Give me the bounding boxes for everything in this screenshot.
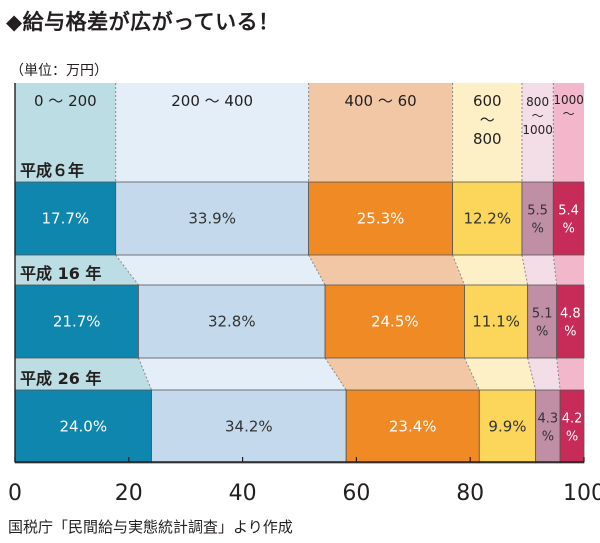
value-label: 17.7% [42, 210, 90, 228]
bars-layer: 平成６年 17.7% 33.9% 25.3% 12.2% 5.5 % 5.4 % 平成 16 年 2… [14, 161, 585, 464]
value-label: 4.3% [538, 412, 559, 445]
value-label: 24.5% [371, 313, 419, 331]
income-band-5 [553, 83, 584, 182]
connector-band [308, 255, 465, 285]
x-tick-label: 0 [8, 481, 22, 506]
bar-segment [324, 284, 465, 359]
income-band-label: 800 ～ 1000 [522, 95, 553, 137]
income-band-layer: 0 ～ 200 200 ～ 400 400 ～ 60 600 ～ 800 800 ～ 10001… [15, 83, 584, 182]
connector-divider [521, 254, 529, 286]
bar-segment [14, 284, 139, 359]
bar-segment [452, 181, 523, 256]
connector-band [15, 358, 152, 390]
x-axis: 0 20 40 60 80 100 [8, 83, 600, 506]
source-note: 国税庁「民間給与実態統計調査」より作成 [8, 518, 293, 536]
income-band-label: 200 ～ 400 [171, 92, 253, 110]
connector-layer [15, 254, 584, 391]
connector-band [115, 255, 326, 285]
income-band-label: 1000 ～ [553, 93, 584, 121]
row-label: 平成 26 年 [20, 369, 101, 388]
value-label: 9.9% [488, 418, 526, 436]
connector-divider [464, 357, 480, 391]
value-label: 32.8% [208, 313, 256, 331]
value-label: 33.9% [188, 210, 236, 228]
x-tick-label: 40 [229, 481, 257, 506]
connector-band [527, 358, 561, 390]
income-band-0 [15, 83, 116, 182]
connector-divider [452, 254, 465, 286]
unit-label: （単位：万円） [10, 63, 108, 79]
income-band-2 [308, 83, 453, 182]
connector-band [138, 358, 347, 390]
value-label: 5.4% [558, 204, 579, 237]
value-label: 11.1% [472, 313, 520, 331]
bar-segment [138, 284, 326, 359]
row-label: 平成 16 年 [20, 264, 101, 283]
value-label: 23.4% [389, 418, 437, 436]
connector-band [556, 358, 584, 390]
income-band-label: 400 ～ 60 [344, 92, 416, 110]
connector-divider [556, 357, 561, 391]
value-label: 25.3% [357, 210, 405, 228]
value-label: 4.8% [560, 307, 581, 340]
income-band-1 [115, 83, 309, 182]
income-band-4 [521, 83, 554, 182]
connector-band [15, 255, 139, 285]
connector-band [452, 255, 528, 285]
bar-segment [115, 181, 310, 256]
value-label: 21.7% [53, 313, 101, 331]
connector-divider [308, 254, 326, 286]
value-label: 5.5% [527, 204, 548, 237]
value-label: 4.2% [562, 412, 583, 445]
value-label: 5.1% [532, 307, 553, 340]
connector-band [521, 255, 557, 285]
value-label: 34.2% [225, 418, 273, 436]
bar-segment [151, 389, 347, 464]
bar-segment [464, 284, 529, 359]
bar-segment [14, 389, 152, 464]
bar-segment [559, 389, 585, 464]
bar-segment [14, 181, 117, 256]
x-tick-label: 100 [563, 481, 600, 506]
connector-band [553, 255, 584, 285]
income-band-label: 600 ～ 800 [473, 92, 502, 148]
bar-segment [478, 389, 537, 464]
bar-segment [552, 181, 585, 256]
bar-segment [556, 284, 585, 359]
value-label: 24.0% [59, 418, 107, 436]
bar-segment [521, 181, 554, 256]
income-band-label: 0 ～ 200 [34, 92, 97, 110]
bar-segment [527, 284, 558, 359]
value-label: 12.2% [463, 210, 511, 228]
x-tick-label: 80 [456, 481, 484, 506]
income-band-3 [452, 83, 522, 182]
connector-divider [552, 254, 558, 286]
bar-segment [308, 181, 453, 256]
connector-band [325, 358, 480, 390]
x-tick-label: 20 [115, 481, 143, 506]
connector-divider [527, 357, 537, 391]
bar-segment [535, 389, 561, 464]
chart-title: ◆給与格差が広がっている！ [6, 10, 280, 34]
bar-segment [345, 389, 480, 464]
connector-band [464, 358, 536, 390]
row-label: 平成６年 [20, 161, 84, 180]
connector-divider [138, 357, 153, 391]
x-tick-label: 60 [342, 481, 370, 506]
